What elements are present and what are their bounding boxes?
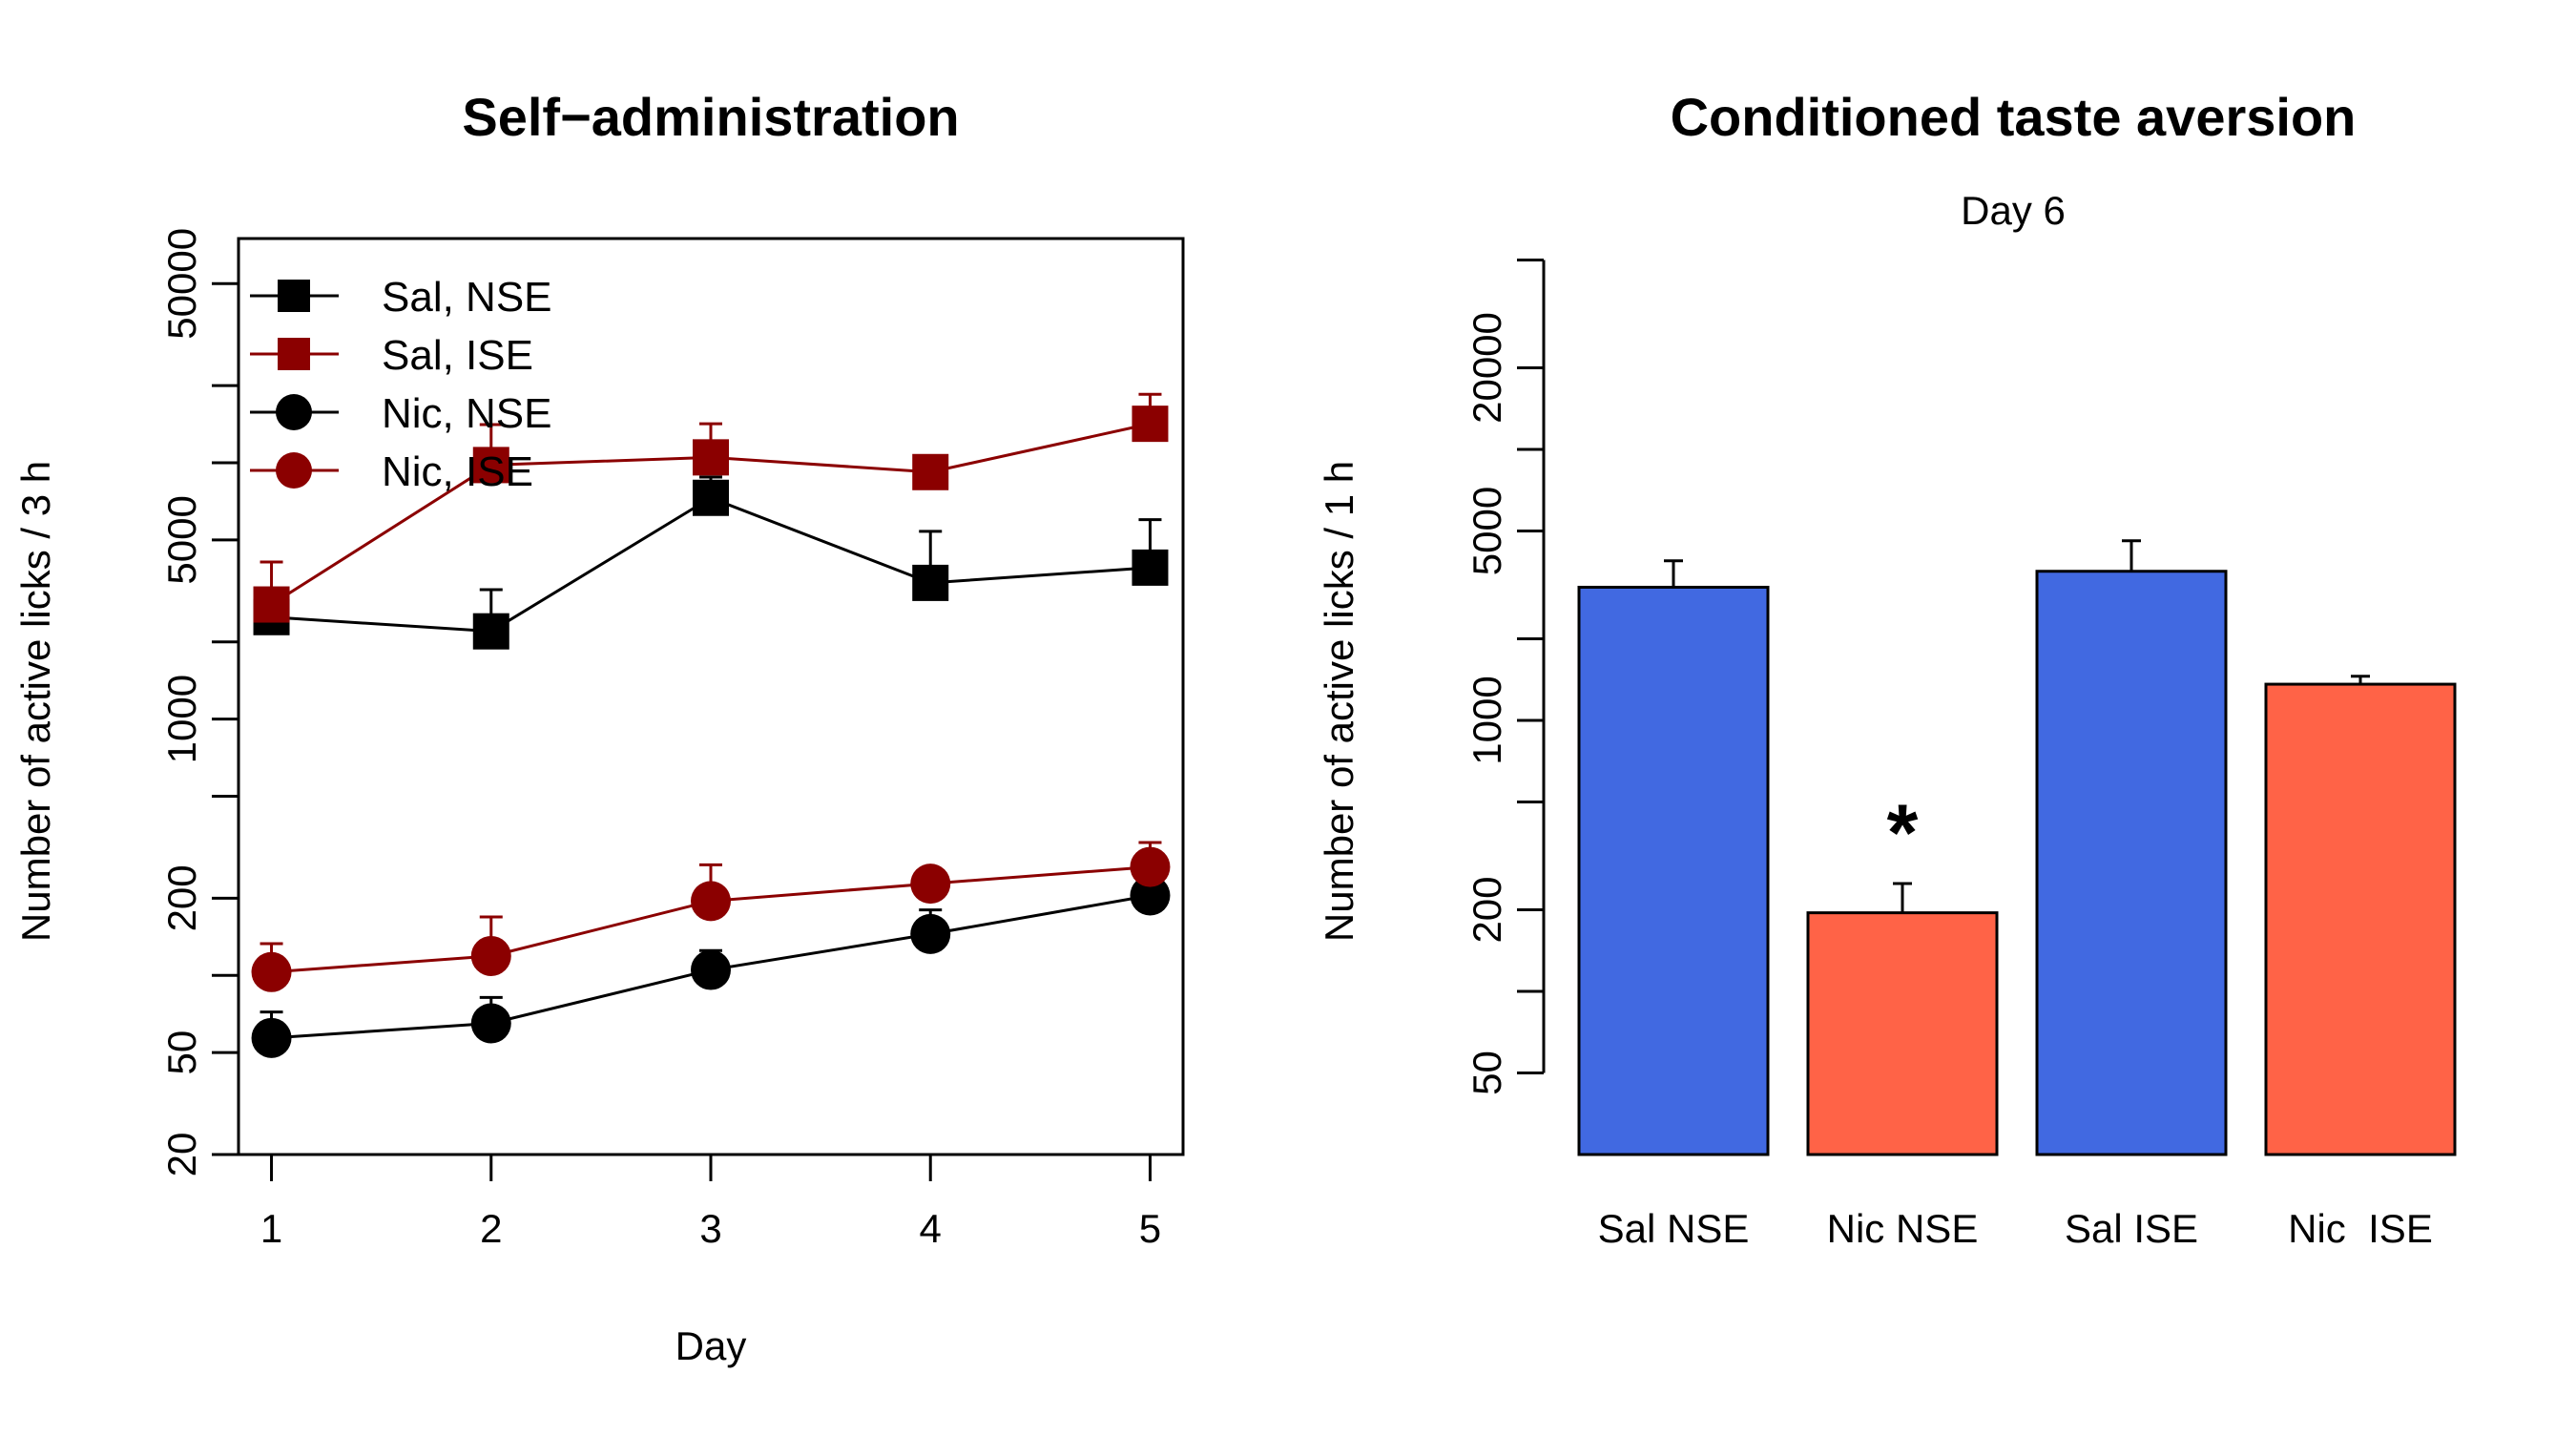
- legend-marker: [278, 280, 310, 312]
- left-chart-title: Self−administration: [462, 87, 959, 147]
- left-y-axis: 20 50 200 1000 5000 50000: [159, 228, 240, 1177]
- bar-category-label: Nic NSE: [1827, 1206, 1979, 1251]
- right-y-tick-label: 50: [1465, 1051, 1509, 1095]
- data-point: [912, 453, 949, 490]
- data-point: [251, 1017, 292, 1058]
- right-chart-title: Conditioned taste aversion: [1671, 87, 2357, 147]
- left-x-axis: 1 2 3 4 5: [260, 1153, 1161, 1251]
- significance-asterisk: *: [1887, 788, 1919, 878]
- data-point: [693, 479, 729, 516]
- left-series-group: [251, 392, 1171, 1058]
- conditioned-taste-aversion-panel: Conditioned taste aversion Day 6 Number …: [1317, 87, 2457, 1251]
- bar: [1577, 585, 1770, 1156]
- left-y-tick-label: 200: [159, 864, 204, 931]
- legend: Sal, NSE Sal, ISE Nic, NSE Nic, ISE: [250, 274, 552, 495]
- left-y-tick-label: 5000: [159, 495, 204, 584]
- data-point: [1132, 406, 1169, 443]
- right-y-tick-label: 200: [1465, 876, 1509, 943]
- left-x-tick-label: 1: [260, 1206, 282, 1251]
- right-chart-subtitle: Day 6: [1961, 188, 2066, 233]
- left-y-tick-label: 20: [159, 1133, 204, 1177]
- series-sal-ise: [253, 392, 1169, 623]
- bar-category-label: Sal NSE: [1598, 1206, 1750, 1251]
- data-point: [472, 447, 509, 484]
- legend-label: Nic, NSE: [382, 390, 551, 437]
- right-y-tick-label: 5000: [1465, 487, 1509, 575]
- left-y-tick-label: 1000: [159, 675, 204, 763]
- right-y-tick-label: 1000: [1465, 676, 1509, 764]
- data-point: [470, 935, 511, 976]
- right-y-tick-label: 20000: [1465, 312, 1509, 424]
- data-point: [472, 613, 509, 650]
- series-nic-nse: [251, 875, 1171, 1058]
- self-administration-panel: Self−administration Number of active lic…: [13, 87, 1185, 1368]
- data-point: [691, 881, 731, 922]
- data-point: [910, 913, 951, 954]
- left-x-tick-label: 2: [480, 1206, 502, 1251]
- bar: [2035, 570, 2228, 1156]
- data-point: [253, 586, 290, 623]
- left-x-axis-label: Day: [675, 1323, 747, 1368]
- data-point: [1130, 846, 1171, 887]
- data-point: [470, 1003, 511, 1044]
- legend-marker: [278, 338, 310, 370]
- data-point: [910, 864, 951, 905]
- left-y-tick-label: 50: [159, 1030, 204, 1075]
- legend-marker: [276, 394, 312, 430]
- data-point: [1130, 875, 1171, 916]
- left-x-tick-label: 4: [920, 1206, 942, 1251]
- right-bars-group: *: [1577, 539, 2457, 1156]
- bar: [1806, 911, 1999, 1156]
- legend-label: Sal, ISE: [382, 332, 533, 379]
- right-x-axis: Sal NSE Nic NSE Sal ISE Nic ISE: [1598, 1206, 2433, 1251]
- bar: [2264, 682, 2457, 1156]
- series-line: [271, 496, 1151, 634]
- legend-label: Nic, ISE: [382, 448, 533, 495]
- series-sal-nse: [253, 475, 1169, 650]
- left-y-tick-label: 50000: [159, 228, 204, 340]
- right-y-axis: 50 200 1000 5000 20000: [1465, 258, 1546, 1095]
- right-y-axis-label: Number of active licks / 1 h: [1317, 461, 1361, 942]
- left-x-tick-label: 5: [1139, 1206, 1161, 1251]
- left-y-axis-label: Number of active licks / 3 h: [13, 461, 58, 942]
- left-plot-frame: [237, 237, 1185, 1156]
- data-point: [251, 951, 292, 992]
- data-point: [693, 439, 729, 476]
- left-x-tick-label: 3: [699, 1206, 721, 1251]
- data-point: [1132, 549, 1169, 586]
- legend-marker: [276, 452, 312, 489]
- bar-category-label: Nic ISE: [2288, 1206, 2433, 1251]
- legend-label: Sal, NSE: [382, 274, 552, 321]
- series-nic-ise: [251, 841, 1171, 992]
- data-point: [691, 949, 731, 990]
- bar-category-label: Sal ISE: [2065, 1206, 2198, 1251]
- data-point: [912, 564, 949, 601]
